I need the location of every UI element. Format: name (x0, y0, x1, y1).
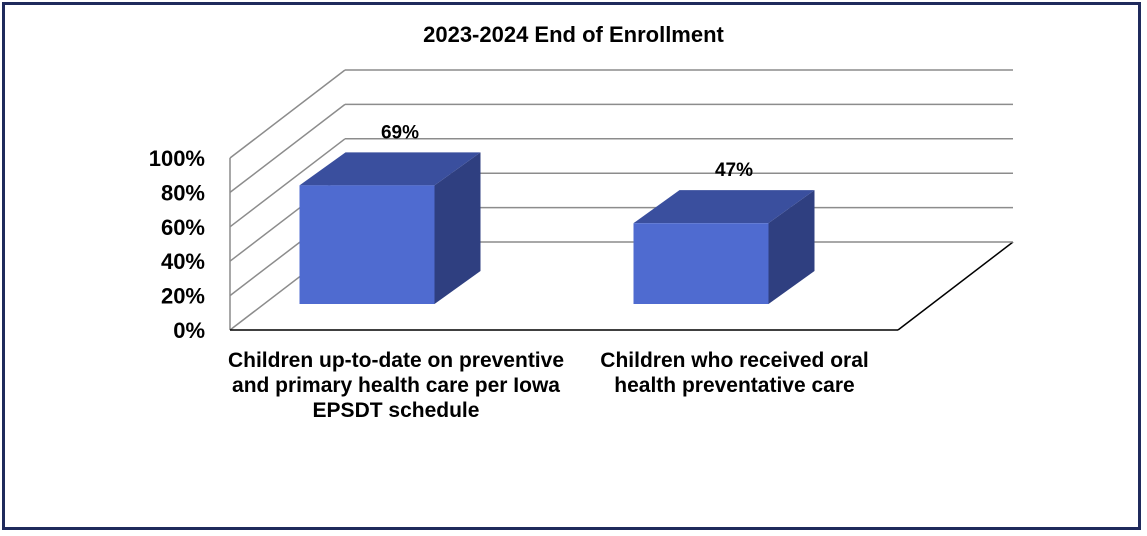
data-label: 47% (715, 160, 753, 181)
side-wall-gridline (229, 138, 346, 228)
y-tick-label: 60% (161, 215, 205, 240)
y-tick-label: 80% (161, 180, 205, 205)
chart-frame (2, 2, 1141, 530)
category-label-health-care: Children up-to-date on preventive and pr… (227, 349, 565, 422)
bar-side-face (434, 152, 481, 304)
data-label: 69% (381, 122, 419, 143)
category-label-oral-health: Children who received oral health preven… (600, 349, 869, 397)
bar (633, 223, 769, 304)
bar-top-face (633, 190, 815, 224)
chart-title: 2023-2024 End of Enrollment (423, 22, 724, 47)
y-tick-label: 40% (161, 249, 205, 274)
bar-side-face (768, 190, 815, 304)
side-wall-gridline (229, 69, 346, 159)
side-wall-gridline (229, 103, 346, 193)
bar-top-face (299, 152, 481, 186)
bar (299, 185, 435, 304)
y-tick-label: 100% (149, 146, 205, 171)
y-tick-label: 0% (173, 318, 205, 343)
floor-right-edge (897, 241, 1014, 331)
y-tick-label: 20% (161, 284, 205, 309)
